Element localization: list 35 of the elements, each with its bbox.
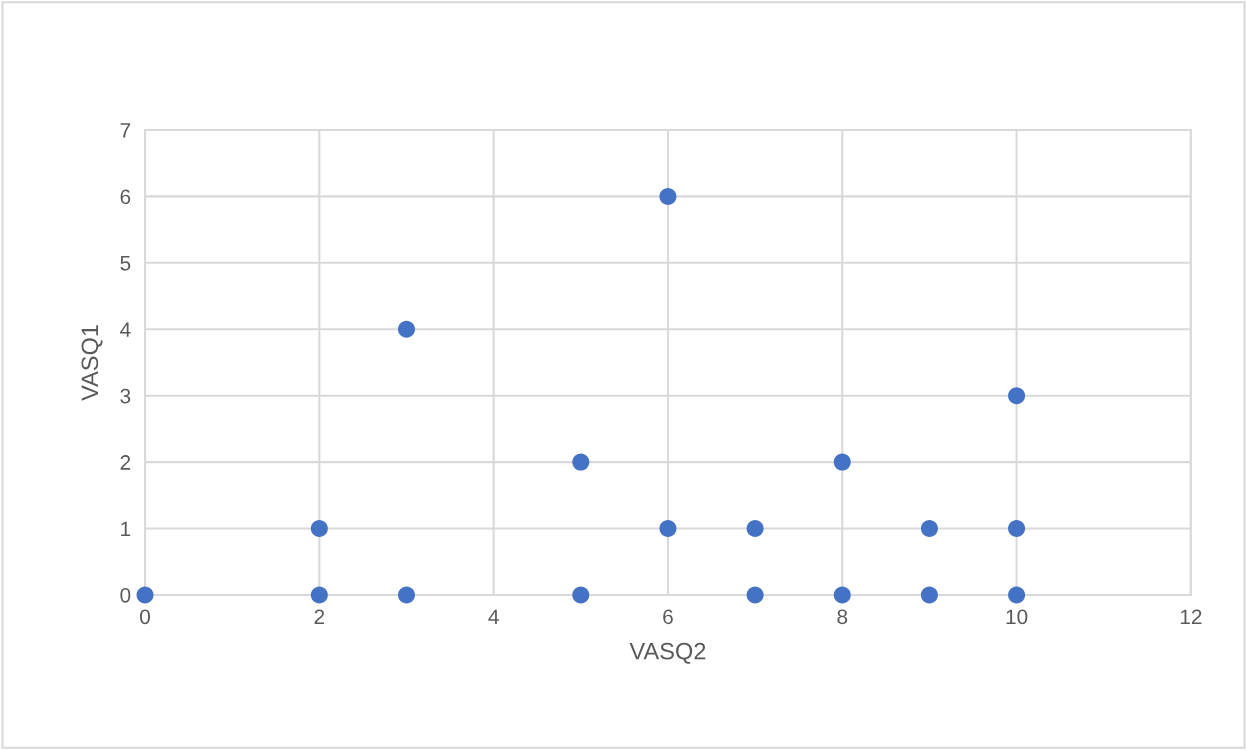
- point: [833, 586, 851, 604]
- y-tick-label: 6: [120, 189, 131, 205]
- y-tick-label: 5: [120, 256, 131, 271]
- x-tick-label: 0: [140, 609, 150, 625]
- point: [1008, 586, 1026, 604]
- x-tick-label: 2: [314, 609, 325, 624]
- point: [572, 453, 590, 471]
- point: [572, 586, 590, 604]
- y-axis-title: VASQ1: [81, 325, 103, 401]
- point: [920, 586, 938, 604]
- x-tick-label: 6: [663, 609, 673, 625]
- x-axis-title: VASQ2: [629, 642, 706, 664]
- y-tick-label: 0: [120, 587, 131, 603]
- x-tick-label: 12: [1180, 609, 1202, 624]
- point: [397, 320, 415, 338]
- point: [310, 586, 328, 604]
- point: [136, 586, 154, 604]
- y-tick-label: 2: [120, 455, 131, 470]
- point: [920, 520, 938, 538]
- point: [746, 520, 764, 538]
- point: [310, 520, 328, 538]
- y-tick-label: 1: [121, 521, 131, 537]
- y-tick-label: 7: [120, 123, 131, 138]
- point: [746, 586, 764, 604]
- y-tick-label: 4: [120, 322, 131, 337]
- point: [1008, 520, 1026, 538]
- point: [397, 586, 415, 604]
- point: [659, 187, 677, 205]
- y-tick-label: 3: [120, 388, 131, 404]
- x-tick-label: 10: [1006, 609, 1028, 625]
- point: [833, 453, 851, 471]
- x-tick-label: 4: [488, 609, 499, 624]
- x-tick-label: 8: [837, 609, 848, 625]
- point: [659, 520, 677, 538]
- point: [1008, 387, 1026, 405]
